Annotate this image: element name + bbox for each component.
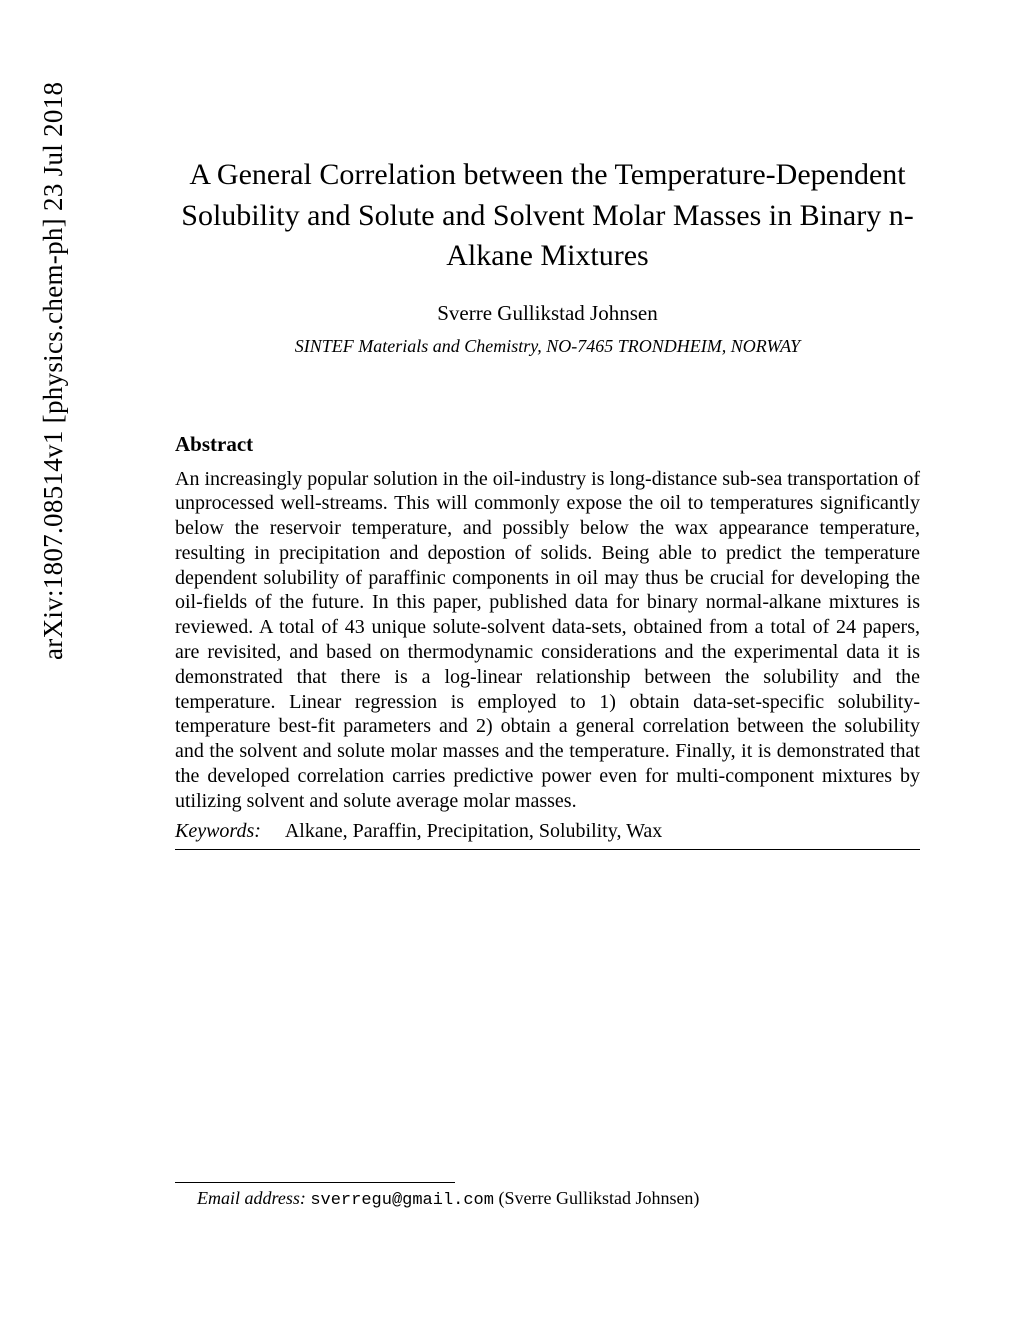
email-address: sverregu@gmail.com bbox=[310, 1191, 494, 1210]
paper-title: A General Correlation between the Temper… bbox=[175, 155, 920, 277]
footnote-rule bbox=[175, 1182, 455, 1183]
paper-affiliation: SINTEF Materials and Chemistry, NO-7465 … bbox=[175, 336, 920, 357]
arxiv-identifier: arXiv:1807.08514v1 [physics.chem-ph] 23 … bbox=[38, 82, 69, 660]
abstract-text: An increasingly popular solution in the … bbox=[175, 467, 920, 814]
footer-text: Email address: sverregu@gmail.com (Sverr… bbox=[175, 1188, 920, 1210]
email-label: Email address: bbox=[197, 1188, 306, 1208]
abstract-divider bbox=[175, 849, 920, 850]
keywords-label: Keywords: bbox=[175, 820, 261, 842]
footer-area: Email address: sverregu@gmail.com (Sverr… bbox=[175, 1182, 920, 1210]
paper-author: Sverre Gullikstad Johnsen bbox=[175, 301, 920, 326]
abstract-heading: Abstract bbox=[175, 432, 920, 457]
keywords-line: Keywords: Alkane, Paraffin, Precipitatio… bbox=[175, 820, 920, 843]
keywords-text: Alkane, Paraffin, Precipitation, Solubil… bbox=[285, 820, 662, 842]
main-content: A General Correlation between the Temper… bbox=[175, 155, 920, 858]
email-author: (Sverre Gullikstad Johnsen) bbox=[498, 1188, 699, 1208]
